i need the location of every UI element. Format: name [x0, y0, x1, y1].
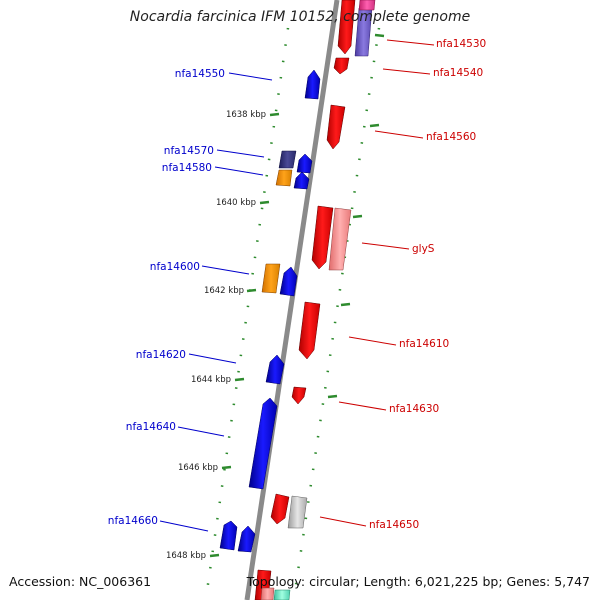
gene-nfa14570[interactable] — [278, 150, 297, 169]
forward-genes — [219, 69, 321, 553]
scale-label-1644: 1644 kbp — [191, 375, 231, 385]
gene-top-magenta[interactable] — [358, 0, 376, 11]
gene-nfa14540[interactable] — [333, 57, 350, 75]
tick-mark — [259, 200, 270, 205]
scale-labels: 1638 kbp 1640 kbp 1642 kbp 1644 kbp 1646… — [166, 110, 266, 561]
tick-mark — [209, 553, 220, 558]
gene-glyS-b[interactable] — [328, 207, 352, 271]
forward-leaders — [159, 72, 273, 532]
scale-label-1638: 1638 kbp — [226, 110, 266, 120]
label-nfa14650[interactable]: nfa14650 — [369, 519, 419, 531]
tick-mark — [234, 377, 245, 382]
gene-nfa14630[interactable] — [291, 386, 307, 405]
gene-nfa14660-b[interactable] — [237, 525, 256, 553]
label-glyS[interactable]: glyS — [412, 243, 435, 255]
gene-nfa14650[interactable] — [270, 493, 290, 525]
tick-mark — [369, 123, 380, 128]
genome-backbone — [244, 0, 340, 600]
label-nfa14600[interactable]: nfa14600 — [150, 261, 200, 273]
gene-nfa14550[interactable] — [304, 69, 321, 100]
scale-label-1646: 1646 kbp — [178, 463, 218, 473]
leader-nfa14650 — [319, 516, 367, 527]
map-title: Nocardia farcinica IFM 10152, complete g… — [129, 9, 471, 25]
topology-text: Topology: circular; Length: 6,021,225 bp… — [246, 574, 590, 589]
leader-nfa14660 — [159, 520, 209, 532]
forward-labels: nfa14550 nfa14570 nfa14580 nfa14600 nfa1… — [108, 68, 225, 527]
gene-glyS[interactable] — [311, 205, 334, 270]
leader-nfa14640 — [177, 426, 225, 437]
label-nfa14640[interactable]: nfa14640 — [126, 421, 176, 433]
tick-mark — [352, 214, 363, 219]
label-nfa14560[interactable]: nfa14560 — [426, 131, 476, 143]
scale-label-1642: 1642 kbp — [204, 286, 244, 296]
label-nfa14630[interactable]: nfa14630 — [389, 403, 439, 415]
scale-ticks — [209, 33, 385, 558]
label-nfa14540[interactable]: nfa14540 — [433, 67, 483, 79]
accession-text: Accession: NC_006361 — [9, 574, 152, 589]
label-nfa14620[interactable]: nfa14620 — [136, 349, 186, 361]
gene-nfa14610[interactable] — [298, 301, 321, 360]
leader-nfa14600 — [201, 265, 250, 275]
gene-nfa14620[interactable] — [265, 354, 285, 385]
tick-mark — [221, 465, 232, 470]
label-nfa14610[interactable]: nfa14610 — [399, 338, 449, 350]
scale-label-1648: 1648 kbp — [166, 551, 206, 561]
gene-nfa14580[interactable] — [275, 169, 293, 187]
leader-nfa14580 — [214, 166, 264, 176]
leader-nfa14550 — [228, 72, 273, 81]
leader-nfa14560 — [374, 130, 424, 139]
gene-nfa14650-b[interactable] — [287, 495, 308, 529]
tick-mark — [246, 288, 257, 293]
tick-mark — [269, 112, 280, 117]
gene-nfa14560[interactable] — [326, 104, 346, 150]
label-nfa14530[interactable]: nfa14530 — [436, 38, 486, 50]
gene-top-red[interactable] — [337, 0, 356, 55]
leader-nfa14540 — [382, 68, 431, 75]
scale-label-1640: 1640 kbp — [216, 198, 256, 208]
gene-bottom-pink[interactable] — [260, 587, 275, 600]
gene-nfa14570-b[interactable] — [296, 153, 313, 174]
label-nfa14660[interactable]: nfa14660 — [108, 515, 158, 527]
tick-mark — [374, 33, 385, 38]
gene-nfa14600[interactable] — [261, 263, 281, 294]
reverse-leaders — [319, 39, 435, 527]
leader-nfa14620 — [188, 353, 237, 364]
gene-nfa14640[interactable] — [248, 397, 278, 490]
reverse-labels: nfa14530 nfa14540 nfa14560 glyS nfa14610… — [369, 38, 486, 531]
gene-nfa14600-b[interactable] — [279, 266, 298, 297]
tick-mark — [340, 302, 351, 307]
label-nfa14580[interactable]: nfa14580 — [162, 162, 212, 174]
leader-glyS — [361, 242, 410, 250]
leader-nfa14630 — [338, 401, 387, 411]
leader-nfa14570 — [216, 149, 265, 158]
forward-track — [204, 27, 290, 599]
leader-nfa14610 — [348, 336, 397, 346]
gene-nfa14660[interactable] — [219, 520, 238, 551]
gene-bottom-teal[interactable] — [273, 589, 291, 600]
label-nfa14550[interactable]: nfa14550 — [175, 68, 225, 80]
leader-nfa14530 — [386, 39, 435, 46]
reverse-genes — [254, 0, 376, 600]
gene-nfa14580-b[interactable] — [293, 171, 310, 190]
tick-mark — [327, 394, 338, 399]
label-nfa14570[interactable]: nfa14570 — [164, 145, 214, 157]
